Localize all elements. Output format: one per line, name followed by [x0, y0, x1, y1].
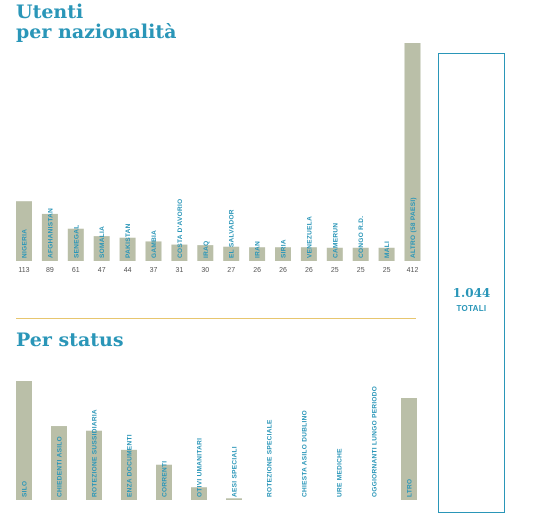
value-label-somalia: 47	[98, 267, 106, 274]
value-label-iraq: 30	[201, 267, 209, 274]
status-label-7: AESI SPECIALI	[232, 446, 239, 497]
category-label-somalia: SOMALIA	[99, 226, 106, 258]
bar-senegal	[67, 228, 84, 261]
category-label-congo-r-d: CONGO R.D.	[358, 216, 365, 258]
category-label-camerun: CAMERUN	[332, 223, 339, 258]
category-label-pakistan: PAKISTAN	[125, 223, 132, 258]
category-label-iraq: IRAQ	[203, 241, 210, 258]
value-label-pakistan: 44	[124, 267, 132, 274]
category-label-el-salvador: EL SALVADOR	[229, 209, 236, 258]
value-label-nigeria: 113	[18, 267, 29, 274]
status-label-6: OTIVI UMANITARI	[197, 438, 204, 497]
total-value: 1.044	[452, 286, 491, 300]
category-label-gambia: GAMBIA	[151, 230, 158, 258]
status-bar-2	[51, 426, 67, 500]
value-label-iran: 26	[253, 267, 261, 274]
value-label-senegal: 61	[72, 267, 80, 274]
status-label-2: CHIEDENTI ASILO	[57, 436, 64, 497]
status-bar-1	[16, 381, 32, 500]
status-bar-chart: SILO CHIEDENTI ASILO ROTEZIONE SUSSIDIARIA…	[16, 381, 417, 500]
value-label-gambia: 37	[150, 267, 158, 274]
bar-somalia	[93, 236, 110, 261]
value-label-el-salvador: 27	[227, 267, 235, 274]
bar-venezuela	[300, 247, 317, 261]
bar-costa-d-avorio	[171, 244, 188, 261]
category-label-afghanistan: AFGHANISTAN	[47, 208, 54, 258]
value-label-congo-r-d: 25	[357, 267, 365, 274]
status-label-12: LTRO	[407, 479, 414, 497]
total-box	[438, 53, 505, 513]
value-label-camerun: 25	[331, 267, 339, 274]
status-bar-3	[86, 430, 102, 500]
category-label-mali: MALI	[384, 241, 391, 258]
status-label-10: URE MEDICHE	[337, 448, 344, 497]
status-label-4: ENZA DOCUMENTI	[127, 434, 134, 497]
bar-congo-r-d	[352, 247, 369, 261]
chart1-title-line2: per nazionalità	[16, 21, 177, 43]
status-bar-6	[191, 487, 207, 500]
bar-nigeria	[16, 201, 32, 261]
value-label-venezuela: 26	[305, 267, 313, 274]
bar-altro-58-paesi	[404, 43, 421, 261]
category-label-altro-58-paesi: ALTRO (58 PAESI)	[410, 197, 417, 258]
value-label-mali: 25	[383, 267, 391, 274]
value-label-altro-58-paesi: 412	[407, 267, 419, 274]
status-label-5: CORRENTI	[162, 461, 169, 497]
bar-el-salvador	[223, 246, 240, 261]
chart2-title: Per status	[16, 329, 124, 351]
status-label-3: ROTEZIONE SUSSIDIARIA	[92, 409, 99, 497]
category-label-nigeria: NIGERIA	[22, 229, 29, 258]
bar-siria	[275, 247, 291, 261]
bar-camerun	[326, 247, 343, 261]
chart1-title-line1: Utenti	[16, 1, 84, 23]
category-label-iran: IRAN	[255, 241, 262, 258]
status-label-9: CHIESTA ASILO DUBLINO	[302, 410, 309, 497]
nationality-bar-chart: NIGERIA 113 AFGHANISTAN 89 SENEGAL 61 SOMALIA 4…	[16, 43, 421, 274]
bar-gambia	[145, 241, 162, 261]
value-label-costa-d-avorio: 31	[176, 267, 184, 274]
bar-iran	[249, 247, 266, 261]
section-divider	[16, 318, 416, 319]
status-label-11: OGGIORNANTI LUNGO PERIODO	[372, 386, 379, 497]
total-label: TOTALI	[456, 304, 487, 313]
status-bar-7	[226, 498, 242, 500]
category-label-costa-d-avorio: COSTA D'AVORIO	[177, 199, 184, 258]
bar-afghanistan	[41, 213, 58, 261]
category-label-venezuela: VENEZUELA	[306, 216, 313, 258]
category-label-siria: SIRIA	[281, 239, 288, 258]
value-label-afghanistan: 89	[46, 267, 54, 274]
status-bar-4	[121, 449, 137, 500]
status-label-1: SILO	[22, 481, 29, 497]
status-label-8: ROTEZIONE SPECIALE	[267, 419, 274, 497]
category-label-senegal: SENEGAL	[73, 224, 80, 258]
bar-iraq	[197, 245, 214, 261]
bar-mali	[378, 247, 395, 261]
status-bar-12	[401, 398, 417, 500]
value-label-siria: 26	[279, 267, 287, 274]
status-bar-5	[156, 464, 172, 500]
bar-pakistan	[119, 237, 136, 261]
